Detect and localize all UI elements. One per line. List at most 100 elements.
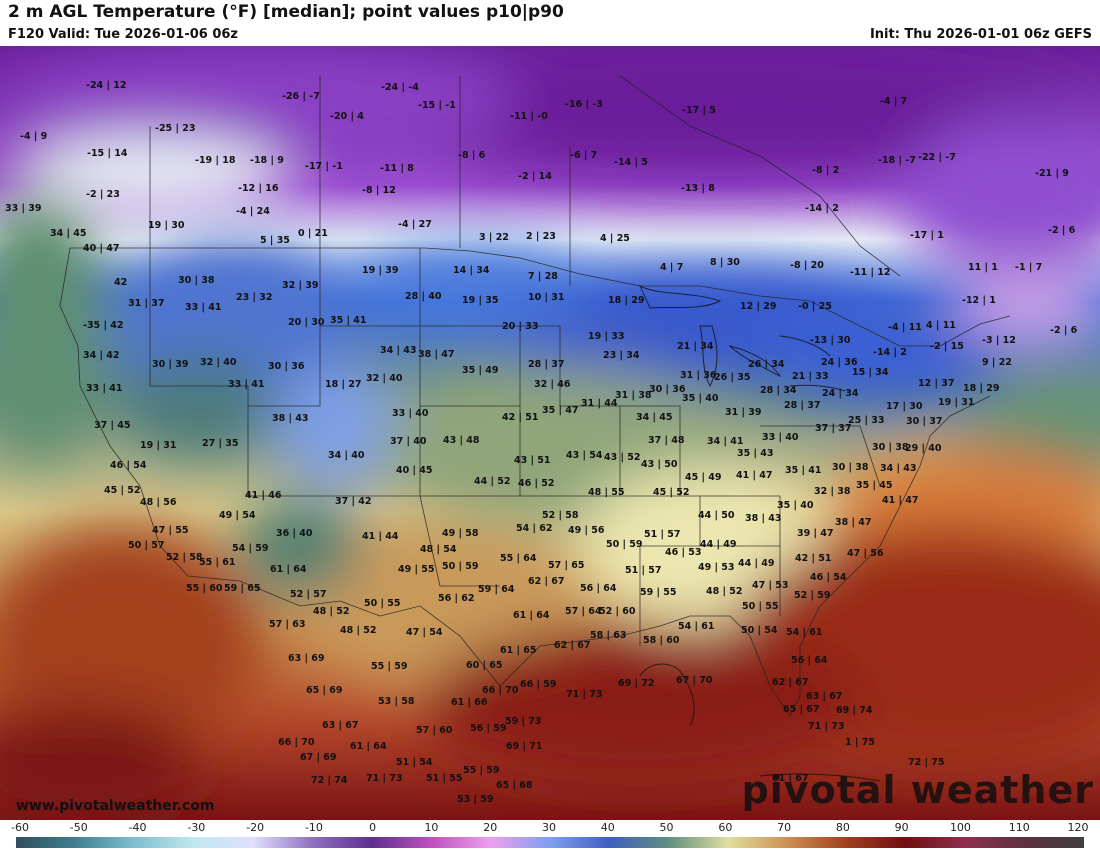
point-value-label: 23 | 32 <box>236 292 273 303</box>
colorbar: -60 -50 -40 -30 -20 -10 0 10 20 30 40 50 60 70 80 90 100… <box>0 820 1100 850</box>
point-value-label: -4 | 27 <box>398 219 432 230</box>
point-value-label: -16 | -3 <box>565 99 603 110</box>
point-value-label: 46 | 53 <box>665 547 702 558</box>
point-value-label: 61 | 67 <box>772 773 809 784</box>
point-value-label: 66 | 70 <box>482 685 519 696</box>
colorbar-tick-label: -60 <box>11 821 29 834</box>
point-value-label: 5 | 35 <box>260 235 290 246</box>
map-header: 2 m AGL Temperature (°F) [median]; point… <box>0 0 1100 46</box>
point-value-label: -4 | 7 <box>880 96 908 107</box>
point-value-label: 44 | 50 <box>698 510 735 521</box>
point-value-label: 42 | 51 <box>502 412 539 423</box>
colorbar-tick-label: -20 <box>246 821 265 834</box>
point-value-label: 35 | 45 <box>856 480 893 491</box>
colorbar-tick-label: -40 <box>128 821 147 834</box>
point-value-label: -4 | 11 <box>888 322 922 333</box>
point-value-label: 11 | 1 <box>968 262 998 273</box>
point-value-label: 31 | 39 <box>725 407 762 418</box>
colorbar-tick-label: 90 <box>894 821 909 834</box>
point-value-label: 59 | 55 <box>640 587 677 598</box>
point-value-label: 54 | 61 <box>786 627 823 638</box>
point-value-label: 26 | 35 <box>714 372 751 383</box>
point-value-label: 33 | 41 <box>185 302 222 313</box>
point-value-label: 31 | 44 <box>581 398 618 409</box>
point-value-label: 30 | 36 <box>649 384 686 395</box>
point-value-label: -13 | 30 <box>810 335 851 346</box>
point-value-label: 43 | 51 <box>514 455 551 466</box>
point-value-label: -12 | 1 <box>962 295 996 306</box>
point-value-label: 37 | 42 <box>335 496 372 507</box>
point-value-label: -17 | -1 <box>305 161 343 172</box>
point-value-label: 44 | 52 <box>474 476 511 487</box>
point-value-label: 52 | 60 <box>599 606 636 617</box>
point-value-label: 37 | 48 <box>648 435 685 446</box>
point-value-label: 48 | 52 <box>340 625 377 636</box>
point-value-label: 65 | 67 <box>783 704 820 715</box>
point-value-label: 50 | 54 <box>741 625 778 636</box>
point-value-label: 35 | 41 <box>785 465 822 476</box>
point-value-label: 19 | 39 <box>362 265 399 276</box>
point-value-label: 37 | 40 <box>390 436 427 447</box>
point-value-label: 12 | 37 <box>918 378 955 389</box>
point-value-label: 30 | 38 <box>178 275 215 286</box>
point-value-label: 54 | 59 <box>232 543 269 554</box>
point-value-label: 43 | 52 <box>604 452 641 463</box>
point-value-label: -15 | 14 <box>87 148 128 159</box>
point-value-label: 32 | 39 <box>282 280 319 291</box>
point-value-label: -21 | 9 <box>1035 168 1069 179</box>
point-value-label: -6 | 7 <box>570 150 598 161</box>
colorbar-tick-label: 60 <box>718 821 733 834</box>
point-value-label: 45 | 52 <box>653 487 690 498</box>
point-value-label: 55 | 59 <box>371 661 408 672</box>
point-value-label: 62 | 67 <box>772 677 809 688</box>
point-value-label: 50 | 55 <box>742 601 779 612</box>
point-value-label: 50 | 59 <box>606 539 643 550</box>
point-value-label: 42 <box>114 277 128 288</box>
colorbar-tick-label: 20 <box>483 821 498 834</box>
point-value-label: 40 | 47 <box>83 243 120 254</box>
point-value-label: 46 | 52 <box>518 478 555 489</box>
point-value-label: 35 | 41 <box>330 315 367 326</box>
point-value-label: 41 | 44 <box>362 531 399 542</box>
point-value-label: 69 | 74 <box>836 705 873 716</box>
point-value-label: -1 | 7 <box>1015 262 1043 273</box>
colorbar-tick-label: 80 <box>835 821 850 834</box>
point-value-label: 62 | 67 <box>554 640 591 651</box>
point-value-label: 15 | 34 <box>852 367 889 378</box>
point-value-label: 24 | 36 <box>821 357 858 368</box>
point-value-label: -15 | -1 <box>418 100 456 111</box>
init-time: Init: Thu 2026-01-01 06z GEFS <box>869 27 1092 42</box>
point-value-label: 65 | 69 <box>306 685 343 696</box>
point-value-label: 35 | 40 <box>777 500 814 511</box>
point-value-label: 28 | 34 <box>760 385 797 396</box>
point-value-label: 45 | 52 <box>104 485 141 496</box>
point-value-label: 57 | 63 <box>269 619 306 630</box>
point-value-label: 51 | 54 <box>396 757 433 768</box>
point-value-label: 34 | 43 <box>880 463 917 474</box>
point-value-label: 20 | 33 <box>502 321 539 332</box>
point-value-label: -8 | 6 <box>458 150 486 161</box>
colorbar-gradient <box>16 837 1084 848</box>
point-value-label: 19 | 35 <box>462 295 499 306</box>
point-value-label: 18 | 29 <box>608 295 645 306</box>
point-value-label: -2 | 15 <box>930 341 964 352</box>
point-value-label: -11 | 12 <box>850 267 891 278</box>
point-value-label: 50 | 57 <box>128 540 165 551</box>
point-value-label: 48 | 56 <box>140 497 177 508</box>
point-value-label: 3 | 22 <box>479 232 509 243</box>
point-value-label: 34 | 42 <box>83 350 120 361</box>
point-value-label: 72 | 75 <box>908 757 945 768</box>
colorbar-tick-label: 110 <box>1008 821 1030 834</box>
point-value-label: 23 | 34 <box>603 350 640 361</box>
point-value-label: 46 | 54 <box>810 572 847 583</box>
point-value-label: -17 | 1 <box>910 230 944 241</box>
point-value-label: 38 | 47 <box>835 517 872 528</box>
temperature-map[interactable]: -24 | 12 -26 | -7 -24 | -4 -15 | -1 -11 | -0… <box>0 46 1100 820</box>
point-value-label: 1 | 75 <box>845 737 875 748</box>
point-value-label: 19 | 31 <box>938 397 975 408</box>
point-value-label: 61 | 65 <box>500 645 537 656</box>
point-value-label: 33 | 40 <box>762 432 799 443</box>
point-value-label: -20 | 4 <box>330 111 364 122</box>
point-value-label: -12 | 16 <box>238 183 279 194</box>
point-value-label: 42 | 51 <box>795 553 832 564</box>
